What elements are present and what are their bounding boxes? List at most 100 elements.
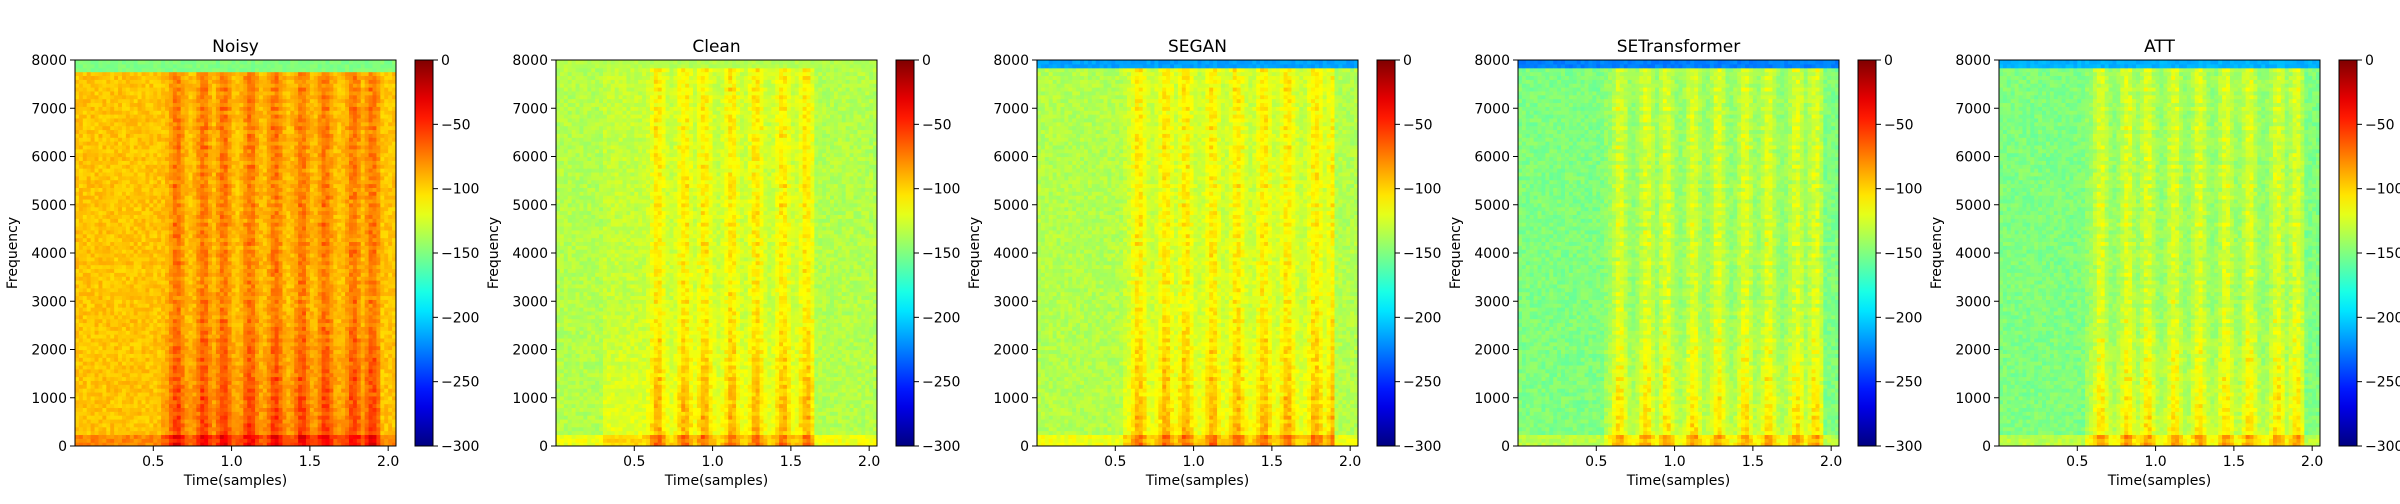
heatmap-cell (165, 149, 170, 153)
heatmap-cell (204, 218, 209, 222)
heatmap-cell (185, 353, 190, 357)
heatmap-cell (208, 373, 213, 377)
heatmap-cell (161, 164, 166, 168)
heatmap-cell (153, 172, 158, 176)
heatmap-cell (83, 299, 88, 303)
heatmap-cell (87, 330, 92, 334)
heatmap-cell (91, 292, 96, 296)
heatmap-cell (255, 149, 260, 153)
heatmap-cell (110, 427, 115, 431)
heatmap-cell (239, 191, 244, 195)
heatmap-cell (91, 249, 96, 253)
heatmap-cell (192, 118, 197, 122)
heatmap-cell (126, 377, 131, 381)
heatmap-cell (255, 411, 260, 415)
heatmap-cell (212, 350, 217, 354)
heatmap-cell (145, 431, 150, 435)
heatmap-cell (204, 315, 209, 319)
heatmap-cell (247, 68, 252, 72)
heatmap-cell (122, 249, 127, 253)
heatmap-cell (259, 388, 264, 392)
heatmap-cell (138, 423, 143, 427)
heatmap-cell (142, 295, 147, 299)
heatmap-cell (142, 222, 147, 226)
heatmap-cell (102, 299, 107, 303)
heatmap-cell (130, 253, 135, 257)
heatmap-cell (79, 176, 84, 180)
heatmap-cell (98, 431, 103, 435)
heatmap-cell (189, 91, 194, 95)
heatmap-cell (122, 199, 127, 203)
heatmap-cell (228, 241, 233, 245)
heatmap-cell (157, 241, 162, 245)
heatmap-cell (185, 160, 190, 164)
heatmap-cell (95, 114, 100, 118)
heatmap-cell (106, 95, 111, 99)
heatmap-cell (267, 257, 272, 261)
heatmap-cell (220, 361, 225, 365)
heatmap-cell (75, 384, 80, 388)
heatmap-cell (181, 427, 186, 431)
heatmap-cell (216, 361, 221, 365)
heatmap-cell (243, 427, 248, 431)
heatmap-cell (75, 423, 80, 427)
heatmap-cell (106, 64, 111, 68)
heatmap-cell (255, 153, 260, 157)
heatmap-cell (247, 265, 252, 269)
heatmap-cell (196, 427, 201, 431)
heatmap-cell (110, 350, 115, 354)
heatmap-cell (247, 133, 252, 137)
heatmap-cell (236, 106, 241, 110)
heatmap-cell (110, 280, 115, 284)
heatmap-cell (153, 384, 158, 388)
heatmap-cell (153, 307, 158, 311)
heatmap-cell (228, 350, 233, 354)
heatmap-cell (130, 102, 135, 106)
heatmap-cell (153, 249, 158, 253)
heatmap-cell (110, 249, 115, 253)
heatmap-cell (192, 311, 197, 315)
heatmap-cell (251, 141, 256, 145)
heatmap-cell (95, 400, 100, 404)
heatmap-cell (228, 268, 233, 272)
heatmap-cell (145, 226, 150, 230)
heatmap-cell (145, 133, 150, 137)
heatmap-cell (134, 257, 139, 261)
heatmap-cell (173, 172, 178, 176)
heatmap-cell (138, 284, 143, 288)
heatmap-cell (79, 276, 84, 280)
heatmap-cell (263, 60, 268, 64)
heatmap-cell (189, 342, 194, 346)
heatmap-cell (102, 377, 107, 381)
heatmap-cell (224, 203, 229, 207)
heatmap-cell (239, 322, 244, 326)
heatmap-cell (79, 434, 84, 438)
heatmap-cell (251, 195, 256, 199)
heatmap-cell (228, 415, 233, 419)
heatmap-cell (185, 157, 190, 161)
heatmap-cell (236, 288, 241, 292)
heatmap-cell (95, 350, 100, 354)
heatmap-cell (196, 87, 201, 91)
heatmap-cell (239, 195, 244, 199)
heatmap-cell (173, 83, 178, 87)
heatmap-cell (161, 99, 166, 103)
heatmap-cell (189, 295, 194, 299)
heatmap-cell (181, 68, 186, 72)
heatmap-cell (142, 87, 147, 91)
heatmap-cell (243, 249, 248, 253)
heatmap-cell (149, 249, 154, 253)
heatmap-cell (239, 265, 244, 269)
heatmap-cell (267, 230, 272, 234)
heatmap-cell (196, 137, 201, 141)
heatmap-cell (259, 292, 264, 296)
heatmap-cell (118, 261, 123, 265)
heatmap-cell (192, 261, 197, 265)
heatmap-cell (224, 299, 229, 303)
heatmap-cell (118, 353, 123, 357)
heatmap-cell (181, 384, 186, 388)
heatmap-cell (247, 292, 252, 296)
heatmap-cell (220, 326, 225, 330)
heatmap-cell (83, 72, 88, 76)
heatmap-cell (106, 60, 111, 64)
